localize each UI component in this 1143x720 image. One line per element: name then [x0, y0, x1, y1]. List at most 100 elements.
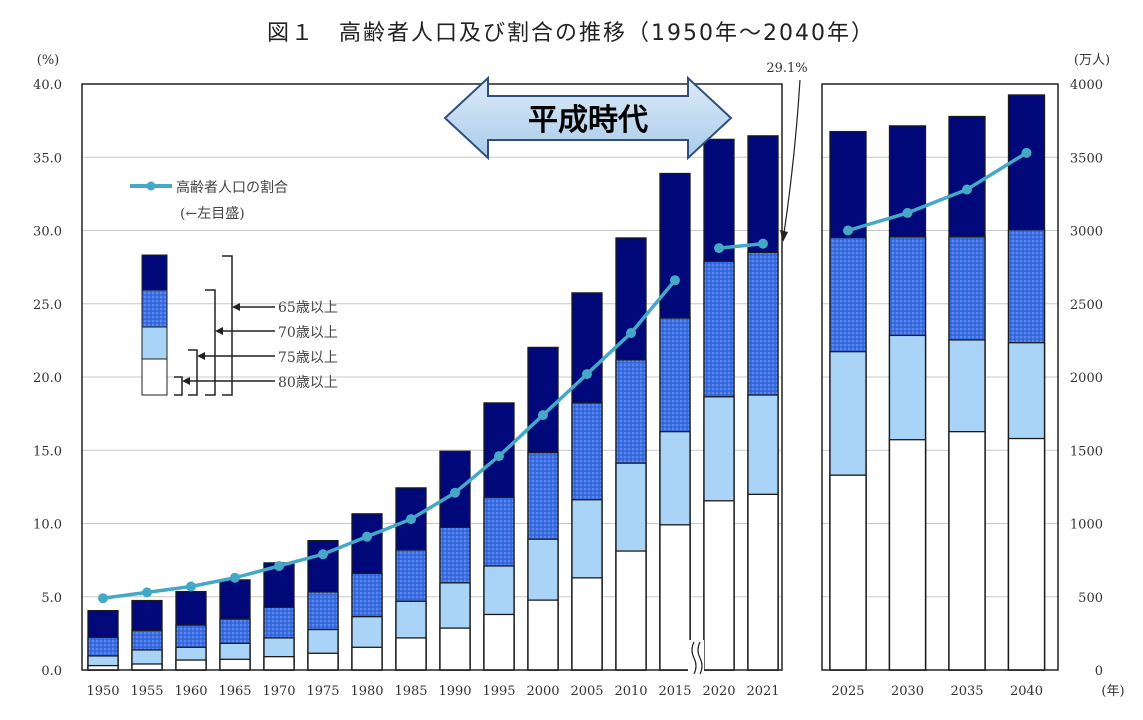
ratio-point — [626, 328, 636, 339]
ratio-point — [902, 207, 913, 218]
legend-line-note: (←左目盛) — [180, 206, 245, 222]
x-tick-label: 2010 — [614, 684, 647, 699]
right-tick-label: 1500 — [1070, 444, 1103, 459]
x-tick-label: 2035 — [950, 684, 983, 699]
x-tick-label: 2000 — [526, 684, 559, 699]
right-tick-label: 3000 — [1070, 225, 1103, 240]
ratio-point — [1021, 147, 1032, 158]
callout-2021: 29.1% — [766, 61, 808, 242]
right-tick-label: 2500 — [1070, 298, 1103, 313]
left-tick-label: 25.0 — [33, 298, 62, 313]
ratio-point — [494, 451, 504, 462]
ratio-point — [186, 581, 196, 592]
ratio-line-segment — [847, 151, 1028, 233]
legend-label-70: 70歳以上 — [278, 325, 338, 341]
heisei-era-label: 平成時代 — [528, 103, 648, 138]
bar-segment — [175, 659, 207, 671]
x-tick-label: 1995 — [482, 684, 515, 699]
right-axis-unit: (万人) — [1074, 53, 1110, 68]
ratio-point — [758, 238, 768, 249]
left-tick-label: 15.0 — [33, 444, 62, 459]
x-tick-label: 1950 — [86, 684, 119, 699]
x-tick-label: 1965 — [218, 684, 251, 699]
x-tick-label: 1985 — [394, 684, 427, 699]
legend-swatch-70 — [141, 289, 168, 328]
x-tick-label: 2020 — [702, 684, 735, 699]
bar-segment — [131, 663, 163, 671]
x-tick-label: 2040 — [1010, 684, 1043, 699]
ratio-point — [962, 184, 972, 195]
x-tick-label: 2030 — [891, 684, 924, 699]
callout-label: 29.1% — [766, 61, 807, 76]
ratio-point — [318, 549, 328, 560]
left-tick-label: 10.0 — [33, 518, 62, 533]
ratio-point — [142, 587, 152, 598]
ratio-line-segment — [102, 279, 677, 600]
ratio-point — [406, 514, 416, 525]
ratio-point — [450, 487, 460, 498]
ratio-point — [362, 531, 372, 542]
x-tick-label: 2025 — [831, 684, 864, 699]
right-tick-label: 2000 — [1070, 371, 1103, 386]
bar-segment — [219, 658, 251, 671]
x-tick-label: 1960 — [174, 684, 207, 699]
right-tick-label: 1000 — [1070, 518, 1103, 533]
bar-segment — [351, 646, 383, 671]
bar-segment — [483, 613, 515, 671]
bar-segment — [1007, 437, 1046, 671]
legend-label-65: 65歳以上 — [278, 300, 338, 316]
bar-segment — [948, 430, 986, 671]
ratio-point — [582, 369, 592, 380]
bar-segment — [747, 493, 779, 671]
ratio-point — [230, 572, 240, 583]
right-tick-label: 500 — [1078, 591, 1103, 606]
left-tick-label: 40.0 — [33, 78, 62, 93]
legend-swatch-75 — [141, 326, 168, 360]
legend-line-label: 高齢者人口の割合 — [176, 179, 288, 196]
x-tick-label: 1980 — [350, 684, 383, 699]
x-tick-label: 1975 — [306, 684, 339, 699]
x-tick-label: 2021 — [746, 684, 779, 699]
bar-segment — [527, 599, 559, 671]
legend-label-80: 80歳以上 — [278, 375, 338, 391]
left-panel-frame — [81, 83, 783, 671]
bar-segment — [395, 637, 427, 671]
x-tick-label: 1955 — [130, 684, 163, 699]
left-tick-label: 30.0 — [33, 225, 62, 240]
legend-marker-icon — [146, 181, 156, 191]
right-tick-label: 3500 — [1070, 151, 1103, 166]
axis-ticks: 0.0 5.0 10.0 15.0 20.0 25.0 30.0 35.0 40.0 0 500 10… — [33, 78, 1103, 699]
ratio-line-segment — [718, 241, 764, 250]
ratio-point — [714, 243, 724, 254]
left-tick-label: 35.0 — [33, 151, 62, 166]
right-tick-label: 4000 — [1070, 78, 1103, 93]
x-tick-label: 2005 — [570, 684, 603, 699]
chart-title: 図１ 高齢者人口及び割合の推移（1950年～2040年） — [267, 21, 875, 46]
right-tick-label: 0 — [1095, 664, 1103, 679]
ratio-point — [274, 560, 284, 571]
ratio-point — [670, 275, 680, 286]
bar-segment — [263, 656, 295, 671]
ratio-point — [843, 225, 853, 236]
left-tick-label: 20.0 — [33, 371, 62, 386]
bar-segment — [439, 627, 471, 671]
ratio-point — [98, 593, 108, 604]
legend: 高齢者人口の割合 (←左目盛) 65歳以上 70歳以上 75歳以上 80歳以上 — [130, 179, 338, 396]
x-tick-label: 1970 — [262, 684, 295, 699]
x-tick-label: 1990 — [438, 684, 471, 699]
x-tick-label: 2015 — [658, 684, 691, 699]
bar-segment — [829, 474, 867, 671]
bar-segment — [571, 577, 603, 671]
bar-segment — [615, 550, 647, 671]
bar-segment — [888, 439, 927, 671]
left-tick-label: 5.0 — [41, 591, 62, 606]
bar-segment — [307, 652, 339, 671]
ratio-line — [98, 147, 1032, 604]
right-panel-frame — [821, 83, 1059, 671]
left-axis-unit: (%) — [37, 53, 60, 68]
heisei-era-arrow: 平成時代 — [443, 75, 733, 161]
bars — [87, 94, 1046, 671]
legend-swatch-80 — [141, 358, 168, 396]
legend-label-75: 75歳以上 — [278, 350, 338, 366]
left-tick-label: 0.0 — [41, 664, 62, 679]
